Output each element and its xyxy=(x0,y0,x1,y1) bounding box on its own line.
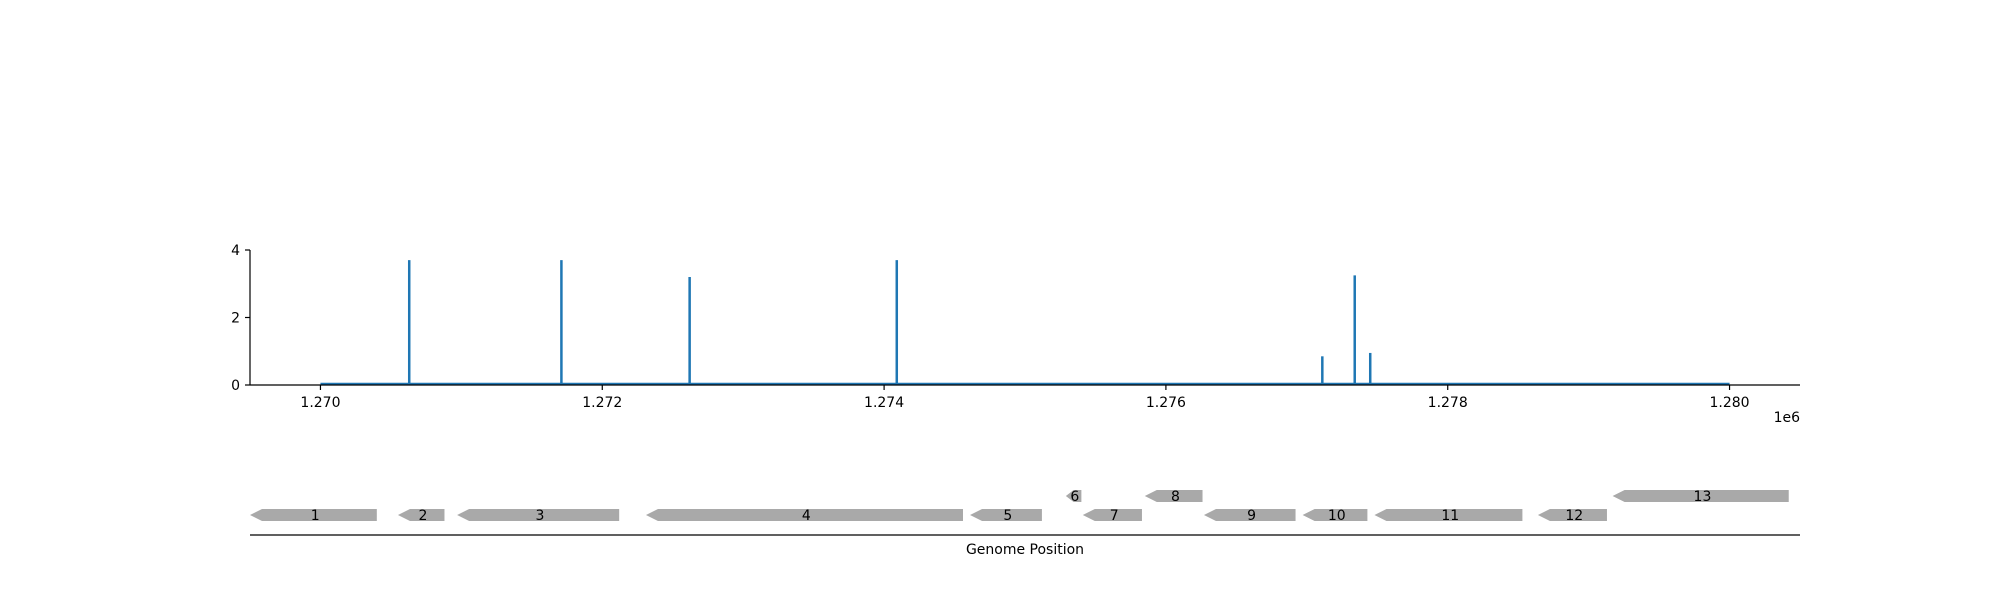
gene-6 xyxy=(1065,490,1082,502)
gene-3 xyxy=(457,509,620,521)
y-tick-label: 0 xyxy=(231,378,240,394)
gene-12 xyxy=(1537,509,1607,521)
gene-7 xyxy=(1082,509,1142,521)
gene-label: 7 xyxy=(1110,508,1119,524)
gene-label: 1 xyxy=(311,508,320,524)
y-ticks: 0 2 4 xyxy=(231,243,250,394)
gene-4 xyxy=(645,509,963,521)
gene-11 xyxy=(1374,509,1523,521)
gene-label: 9 xyxy=(1247,508,1256,524)
gene-2 xyxy=(397,509,445,521)
y-tick-label: 4 xyxy=(231,243,240,259)
x-tick-label: 1.278 xyxy=(1428,395,1468,411)
x-ticks: 1.270 1.272 1.274 1.276 1.278 1.280 xyxy=(300,385,1750,411)
x-tick-label: 1.276 xyxy=(1146,395,1186,411)
gene-label: 3 xyxy=(535,508,544,524)
x-tick-label: 1.272 xyxy=(582,395,622,411)
gene-label: 2 xyxy=(419,508,428,524)
gene-5 xyxy=(970,509,1042,521)
gene-label: 5 xyxy=(1003,508,1012,524)
x-tick-label: 1.274 xyxy=(864,395,904,411)
gene-label: 4 xyxy=(802,508,811,524)
gene-1 xyxy=(250,509,377,521)
gene-label: 13 xyxy=(1694,489,1712,505)
x-tick-label: 1.270 xyxy=(300,395,340,411)
peaks-group xyxy=(407,260,1372,385)
signal-plot: 1.270 1.272 1.274 1.276 1.278 1.280 0 2 4 1e6 xyxy=(231,243,1800,426)
gene-label: 6 xyxy=(1070,489,1079,505)
gene-8 xyxy=(1144,490,1203,502)
x-axis-label: Genome Position xyxy=(966,542,1084,558)
gene-label: 12 xyxy=(1565,508,1583,524)
gene-label: 11 xyxy=(1441,508,1459,524)
gene-10 xyxy=(1302,509,1368,521)
x-tick-label: 1.280 xyxy=(1709,395,1749,411)
gene-label: 10 xyxy=(1328,508,1346,524)
gene-13 xyxy=(1612,490,1789,502)
y-tick-label: 2 xyxy=(231,311,240,327)
gene-9 xyxy=(1203,509,1296,521)
x-offset-label: 1e6 xyxy=(1774,410,1801,426)
gene-label: 8 xyxy=(1171,489,1180,505)
